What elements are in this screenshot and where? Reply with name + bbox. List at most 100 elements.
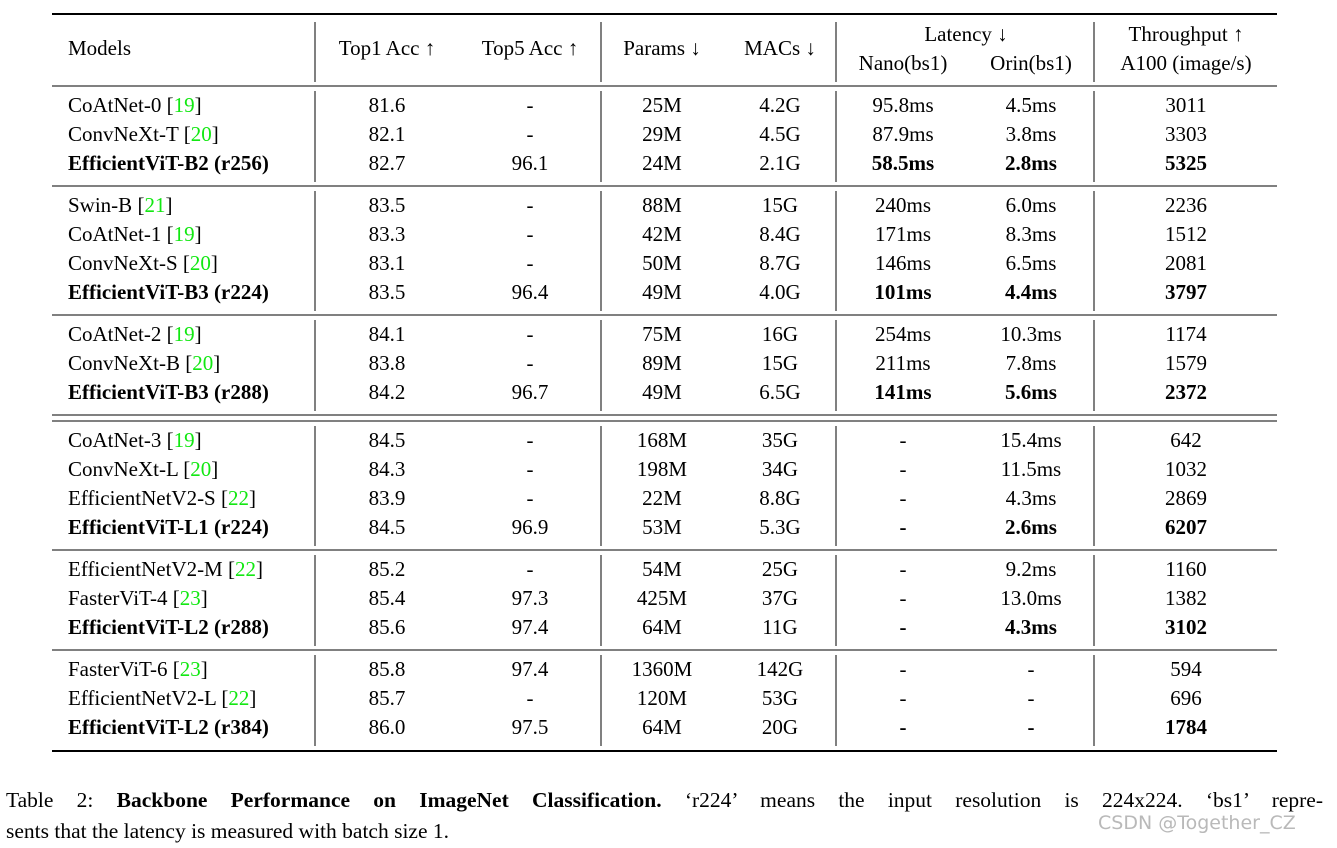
cell: 1382 <box>1165 586 1207 610</box>
cell: 50M <box>642 251 682 275</box>
cell: 85.4 <box>369 586 406 610</box>
cell: 20G <box>762 715 798 739</box>
ref-bracket: ] <box>211 457 218 481</box>
model-cell: FasterViT-4 [23] <box>68 586 208 610</box>
cell: - <box>900 486 907 510</box>
ref-number: 20 <box>191 122 212 146</box>
cell: - <box>527 457 534 481</box>
cell: 97.3 <box>512 586 549 610</box>
cell: - <box>527 428 534 452</box>
ref-number: 20 <box>190 251 211 275</box>
cell: 97.4 <box>512 657 549 681</box>
header-orin: Orin(bs1) <box>990 51 1072 75</box>
cell: 75M <box>642 322 682 346</box>
model-cell: ConvNeXt-S [20] <box>68 251 218 275</box>
cell: 4.4ms <box>1005 280 1057 304</box>
ref-number: 22 <box>228 486 249 510</box>
cell: 64M <box>642 715 682 739</box>
cell: 96.7 <box>512 380 549 404</box>
cell: 2.6ms <box>1005 515 1057 539</box>
model-cell: FasterViT-6 [23] <box>68 657 208 681</box>
cell: 7.8ms <box>1006 351 1057 375</box>
cell: 3.8ms <box>1006 122 1057 146</box>
cell: 3102 <box>1165 615 1207 639</box>
model-name: EfficientViT-L1 (r224) <box>68 515 269 539</box>
cell: 120M <box>637 686 688 710</box>
ref-number: 20 <box>192 351 213 375</box>
model-name: EfficientNetV2-L <box>68 686 216 710</box>
model-name: FasterViT-4 <box>68 586 168 610</box>
cell: 425M <box>637 586 688 610</box>
ref-number: 19 <box>174 222 195 246</box>
cell: 83.8 <box>369 351 406 375</box>
model-name: CoAtNet-3 <box>68 428 161 452</box>
cell: 58.5ms <box>872 151 934 175</box>
cell: 89M <box>642 351 682 375</box>
ref-bracket: ] <box>213 351 220 375</box>
cell: 1160 <box>1165 557 1206 581</box>
cell: 64M <box>642 615 682 639</box>
cell: 11G <box>762 615 797 639</box>
ref-bracket: ] <box>212 122 219 146</box>
model-name: EfficientViT-B2 (r256) <box>68 151 269 175</box>
cell: - <box>900 428 907 452</box>
table: Models Top1 Acc ↑ Top5 Acc ↑ Params ↓ MA… <box>52 13 1277 752</box>
cell: 82.1 <box>369 122 406 146</box>
model-cell: EfficientViT-L2 (r288) <box>68 615 269 639</box>
header-nano: Nano(bs1) <box>859 51 948 75</box>
cell: 4.0G <box>759 280 800 304</box>
cell: 8.3ms <box>1006 222 1057 246</box>
cell: 101ms <box>874 280 931 304</box>
cell: 198M <box>637 457 688 481</box>
cell: - <box>527 122 534 146</box>
model-name: EfficientViT-L2 (r384) <box>68 715 269 739</box>
model-name: ConvNeXt-L <box>68 457 178 481</box>
cell: 81.6 <box>369 93 406 117</box>
cell: 4.3ms <box>1006 486 1057 510</box>
cell: 1784 <box>1165 715 1208 739</box>
cell: - <box>527 322 534 346</box>
cell: 594 <box>1170 657 1202 681</box>
cell: 141ms <box>874 380 931 404</box>
cell: 82.7 <box>369 151 406 175</box>
cell: 96.4 <box>512 280 549 304</box>
cell: 97.5 <box>512 715 549 739</box>
cell: 95.8ms <box>872 93 933 117</box>
watermark: CSDN @Together_CZ <box>1098 812 1296 834</box>
ref-number: 20 <box>190 457 211 481</box>
cell: 9.2ms <box>1006 557 1057 581</box>
model-cell: ConvNeXt-B [20] <box>68 351 220 375</box>
header-top5: Top5 Acc ↑ <box>482 36 579 60</box>
model-name: ConvNeXt-B <box>68 351 180 375</box>
ref-bracket: ] <box>256 557 263 581</box>
cell: - <box>1028 715 1035 739</box>
cell: 84.1 <box>369 322 406 346</box>
cell: 6.5ms <box>1006 251 1057 275</box>
ref-bracket: ] <box>195 428 202 452</box>
header-throughput: Throughput ↑ <box>1129 22 1244 46</box>
cell: 5.3G <box>759 515 800 539</box>
cell: 83.9 <box>369 486 406 510</box>
caption-label: Table 2: <box>6 788 94 812</box>
ref-bracket: [ <box>173 657 180 681</box>
cell: - <box>1028 686 1035 710</box>
ref-bracket: [ <box>173 586 180 610</box>
cell: - <box>900 457 907 481</box>
cell: - <box>527 193 534 217</box>
cell: 11.5ms <box>1001 457 1061 481</box>
model-cell: CoAtNet-1 [19] <box>68 222 202 246</box>
ref-bracket: [ <box>167 322 174 346</box>
caption-line: sents that the latency is measured with … <box>6 819 450 843</box>
ref-number: 22 <box>228 686 249 710</box>
cell: 1360M <box>632 657 693 681</box>
cell: 3797 <box>1165 280 1207 304</box>
ref-bracket: [ <box>167 428 174 452</box>
cell: 6207 <box>1165 515 1207 539</box>
cell: 83.5 <box>369 193 406 217</box>
model-cell: CoAtNet-2 [19] <box>68 322 202 346</box>
cell: 86.0 <box>369 715 406 739</box>
model-cell: CoAtNet-3 [19] <box>68 428 202 452</box>
cell: 3303 <box>1165 122 1207 146</box>
ref-number: 19 <box>174 428 195 452</box>
